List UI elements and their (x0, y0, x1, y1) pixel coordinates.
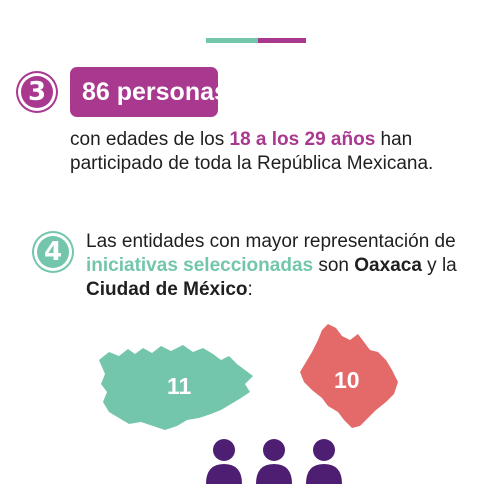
highlight-pill: 86 personas (70, 67, 228, 117)
divider-magenta (258, 38, 306, 43)
item4-text-a: Las entidades con mayor representación d… (86, 231, 456, 252)
person-icon (206, 439, 242, 484)
state-cdmx: Ciudad de México (86, 279, 248, 300)
divider-teal (206, 38, 258, 43)
item4-text-d: : (247, 279, 253, 300)
step-number-4: 4 (37, 236, 69, 268)
oaxaca-count: 11 (167, 373, 192, 399)
cdmx-count: 10 (334, 367, 360, 393)
item3-text-b: han participado de toda la República Mex… (70, 129, 434, 174)
item4-text-b: son (313, 255, 355, 276)
initiatives-text: iniciativas seleccionadas (86, 255, 314, 276)
person-icon (306, 439, 342, 484)
step-number-3: 3 (21, 76, 53, 108)
item4-paragraph: Las entidades con mayor representación d… (86, 230, 482, 302)
state-oaxaca: Oaxaca (354, 255, 422, 276)
oaxaca-map-icon: 11 (99, 345, 253, 430)
age-range-text: 18 a los 29 años (229, 129, 376, 150)
cdmx-map-icon: 10 (300, 324, 398, 428)
item3-text-a: con edades de los (70, 129, 230, 150)
person-icon (256, 439, 292, 484)
item4-text-c: y la (421, 255, 457, 276)
item3-paragraph: con edades de los 18 a los 29 años han p… (70, 128, 460, 176)
